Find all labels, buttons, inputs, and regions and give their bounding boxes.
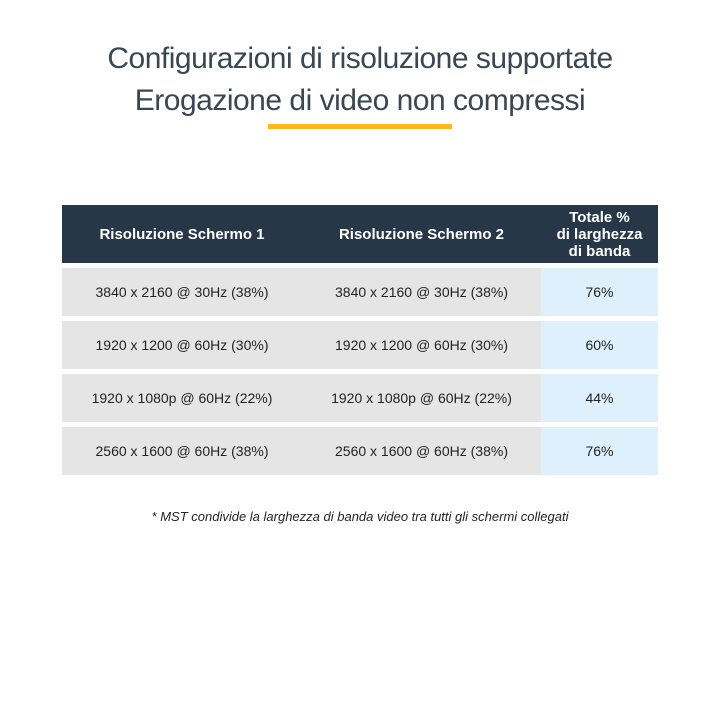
cell-total-bandwidth: 76% bbox=[541, 268, 658, 316]
cell-screen1-resolution: 3840 x 2160 @ 30Hz (38%) bbox=[62, 268, 302, 316]
cell-total-bandwidth: 44% bbox=[541, 374, 658, 422]
table-row: 3840 x 2160 @ 30Hz (38%) 3840 x 2160 @ 3… bbox=[62, 268, 658, 316]
cell-screen1-resolution: 1920 x 1080p @ 60Hz (22%) bbox=[62, 374, 302, 422]
title-accent-underline bbox=[268, 124, 452, 129]
cell-screen1-resolution: 2560 x 1600 @ 60Hz (38%) bbox=[62, 427, 302, 475]
column-header-total-line-1: Totale % bbox=[569, 208, 630, 226]
page-title: Configurazioni di risoluzione supportate… bbox=[0, 38, 720, 122]
cell-screen1-resolution: 1920 x 1200 @ 60Hz (30%) bbox=[62, 321, 302, 369]
cell-total-bandwidth: 60% bbox=[541, 321, 658, 369]
page-title-line-2: Erogazione di video non compressi bbox=[134, 84, 586, 117]
cell-screen2-resolution: 1920 x 1080p @ 60Hz (22%) bbox=[302, 374, 541, 422]
cell-screen2-resolution: 2560 x 1600 @ 60Hz (38%) bbox=[302, 427, 541, 475]
page-title-line-1: Configurazioni di risoluzione supportate bbox=[107, 42, 613, 75]
column-header-total-bandwidth: Totale % di larghezza di banda bbox=[541, 209, 658, 260]
column-header-screen1: Risoluzione Schermo 1 bbox=[99, 225, 265, 243]
resolution-table: Risoluzione Schermo 1 Risoluzione Scherm… bbox=[62, 205, 658, 475]
table-row: 2560 x 1600 @ 60Hz (38%) 2560 x 1600 @ 6… bbox=[62, 427, 658, 475]
table-row: 1920 x 1200 @ 60Hz (30%) 1920 x 1200 @ 6… bbox=[62, 321, 658, 369]
column-header-screen2: Risoluzione Schermo 2 bbox=[338, 225, 505, 243]
cell-screen2-resolution: 1920 x 1200 @ 60Hz (30%) bbox=[302, 321, 541, 369]
table-row: 1920 x 1080p @ 60Hz (22%) 1920 x 1080p @… bbox=[62, 374, 658, 422]
table-header-row: Risoluzione Schermo 1 Risoluzione Scherm… bbox=[62, 205, 658, 263]
mst-footnote: * MST condivide la larghezza di banda vi… bbox=[151, 509, 569, 524]
column-header-total-line-2: di larghezza bbox=[556, 225, 643, 243]
cell-total-bandwidth: 76% bbox=[541, 427, 658, 475]
column-header-total-line-3: di banda bbox=[568, 242, 631, 260]
cell-screen2-resolution: 3840 x 2160 @ 30Hz (38%) bbox=[302, 268, 541, 316]
